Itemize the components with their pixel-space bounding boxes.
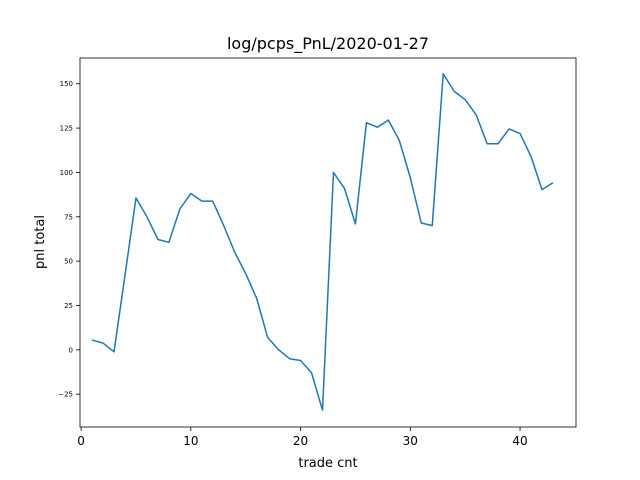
series-line: [91, 73, 554, 411]
y-tick-label: 100: [60, 169, 73, 177]
y-tick-label: 50: [64, 258, 73, 266]
axes-frame: [79, 57, 577, 428]
x-tick-label: 20: [293, 434, 308, 448]
x-tick-label: 10: [183, 434, 198, 448]
y-tick-label: 125: [60, 125, 73, 133]
x-axis-label: trade cnt: [298, 456, 357, 471]
x-tick-label: 30: [403, 434, 418, 448]
plot-area: [79, 57, 577, 428]
y-axis: −25 0 25 50 75 100 125 150: [58, 80, 80, 399]
y-axis-label: pnl total: [33, 215, 48, 269]
x-tick-label: 0: [77, 434, 85, 448]
y-tick-label: 150: [60, 80, 73, 88]
x-axis: 0 10 20 30 40: [77, 427, 528, 448]
y-tick-label: 0: [69, 346, 73, 354]
y-tick-label: 75: [64, 213, 73, 221]
y-tick-label: 25: [64, 302, 73, 310]
y-tick-label: −25: [58, 391, 73, 399]
x-tick-label: 40: [512, 434, 527, 448]
chart-title: log/pcps_PnL/2020-01-27: [227, 34, 429, 54]
